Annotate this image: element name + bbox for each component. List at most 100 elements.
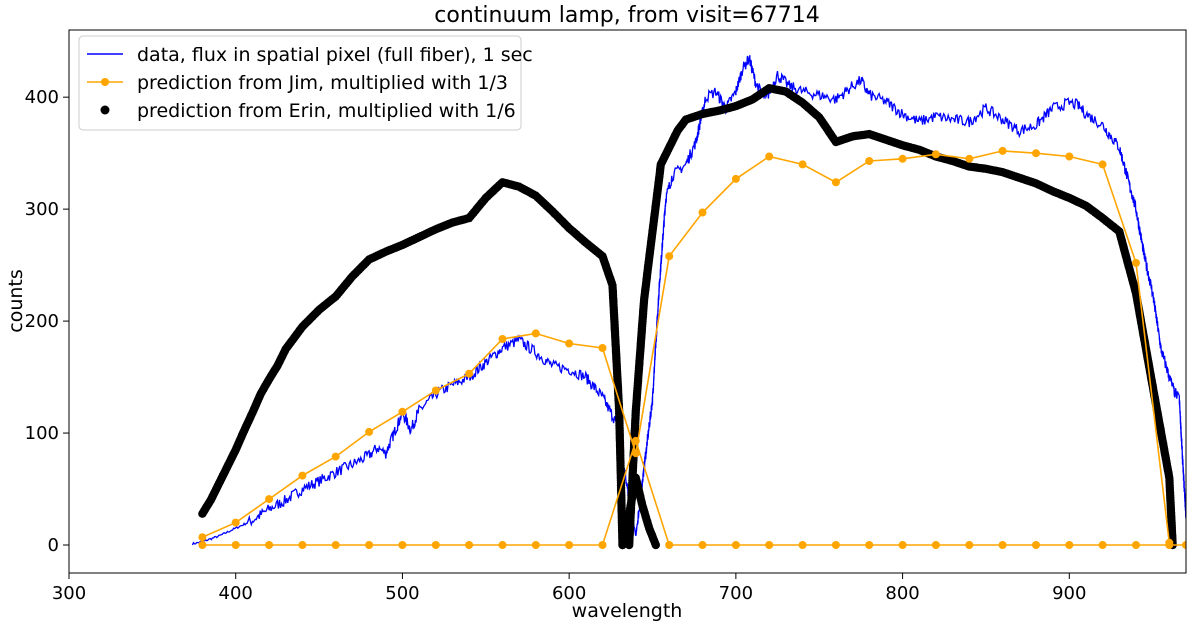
jim-prediction-point: [1065, 541, 1074, 549]
jim-prediction-point: [431, 386, 440, 395]
plot-frame: [68, 29, 1187, 574]
jim-prediction-point: [598, 344, 607, 352]
legend-entry: data, flux in spatial pixel (full fiber)…: [87, 44, 533, 66]
x-axis: 300 400 500 600 700 800 900: [52, 573, 1086, 604]
jim-prediction-point: [498, 335, 507, 343]
jim-prediction-point: [198, 541, 207, 549]
jim-prediction-point: [798, 160, 807, 169]
jim-prediction-point: [965, 154, 974, 163]
jim-prediction-point: [465, 541, 474, 549]
x-axis-label: wavelength: [572, 600, 683, 622]
jim-prediction-point: [931, 541, 940, 549]
y-tick-label: 0: [48, 535, 59, 556]
jim-prediction-point: [1165, 541, 1174, 549]
jim-prediction-point: [565, 339, 574, 348]
y-axis-label: counts: [5, 269, 27, 333]
x-tick-label: 900: [1052, 583, 1086, 604]
jim-prediction-point: [1132, 258, 1140, 267]
series-1: [198, 146, 1174, 547]
jim-prediction-point: [865, 541, 874, 549]
jim-prediction-point: [498, 541, 507, 549]
jim-prediction-point: [698, 541, 707, 549]
jim-prediction-point: [1182, 541, 1186, 549]
series-3: [198, 178, 627, 550]
y-tick-label: 100: [25, 423, 59, 444]
jim-prediction-point: [1065, 152, 1074, 161]
jim-prediction-point: [198, 533, 207, 542]
jim-prediction-point: [598, 541, 607, 549]
jim-prediction-point: [1098, 160, 1107, 169]
legend-swatch-marker: [101, 78, 109, 86]
jim-prediction-line: [202, 438, 1186, 546]
jim-prediction-point: [331, 452, 340, 461]
legend-entry: prediction from Jim, multiplied with 1/3: [87, 72, 508, 94]
x-tick-label: 500: [385, 583, 419, 604]
jim-prediction-point: [765, 541, 774, 549]
jim-prediction-point: [665, 252, 674, 261]
series-0: [191, 55, 1186, 546]
y-tick-label: 400: [25, 87, 59, 108]
legend-entry: prediction from Erin, multiplied with 1/…: [100, 100, 516, 122]
jim-prediction-point: [665, 541, 674, 549]
jim-prediction-point: [431, 541, 440, 549]
erin-prediction-point: [651, 540, 660, 550]
jim-prediction-point: [365, 427, 374, 436]
jim-prediction-point: [531, 329, 540, 338]
series-2: [198, 436, 1186, 549]
jim-prediction-point: [231, 518, 240, 527]
x-tick-label: 600: [552, 583, 586, 604]
jim-prediction-point: [365, 541, 374, 549]
jim-prediction-point: [398, 541, 407, 549]
jim-prediction-point: [931, 150, 940, 159]
jim-prediction-point: [865, 157, 874, 165]
jim-prediction-line: [202, 150, 1171, 543]
chart-title: continuum lamp, from visit=67714: [434, 3, 819, 28]
jim-prediction-point: [898, 154, 907, 163]
jim-prediction-point: [631, 436, 640, 445]
jim-prediction-point: [798, 541, 807, 549]
jim-prediction-point: [965, 541, 974, 549]
y-tick-label: 300: [25, 199, 59, 220]
plot-area: [191, 55, 1186, 550]
x-tick-label: 400: [219, 583, 253, 604]
jim-prediction-point: [998, 146, 1007, 155]
jim-prediction-point: [731, 541, 740, 549]
data-flux-line: [191, 55, 1186, 546]
jim-prediction-point: [565, 541, 574, 549]
legend-label: prediction from Erin, multiplied with 1/…: [137, 100, 516, 122]
series-5: [625, 84, 1177, 550]
x-tick-label: 700: [719, 583, 753, 604]
jim-prediction-point: [398, 407, 407, 416]
x-tick-label: 300: [52, 583, 86, 604]
legend: data, flux in spatial pixel (full fiber)…: [78, 35, 533, 131]
jim-prediction-point: [1132, 541, 1140, 549]
y-axis: 0 100 200 300 400: [25, 87, 69, 556]
jim-prediction-point: [1098, 541, 1107, 549]
jim-prediction-point: [765, 152, 774, 161]
jim-prediction-point: [631, 449, 640, 458]
legend-label: data, flux in spatial pixel (full fiber)…: [137, 44, 533, 66]
jim-prediction-point: [998, 541, 1007, 549]
jim-prediction-point: [298, 541, 307, 549]
jim-prediction-point: [231, 541, 240, 549]
legend-label: prediction from Jim, multiplied with 1/3: [137, 72, 508, 94]
jim-prediction-point: [331, 541, 340, 549]
jim-prediction-point: [831, 541, 840, 549]
jim-prediction-point: [698, 208, 707, 217]
jim-prediction-point: [1032, 149, 1040, 158]
jim-prediction-point: [265, 495, 274, 504]
jim-prediction-point: [831, 178, 840, 187]
legend-swatch-marker: [100, 105, 110, 115]
jim-prediction-point: [731, 174, 740, 183]
jim-prediction-point: [898, 541, 907, 549]
x-tick-label: 800: [885, 583, 919, 604]
jim-prediction-point: [465, 369, 474, 378]
y-tick-label: 200: [25, 311, 59, 332]
jim-prediction-point: [265, 541, 274, 549]
jim-prediction-point: [531, 541, 540, 549]
jim-prediction-point: [298, 471, 307, 480]
jim-prediction-point: [1032, 541, 1040, 549]
legend-box: [78, 35, 522, 131]
